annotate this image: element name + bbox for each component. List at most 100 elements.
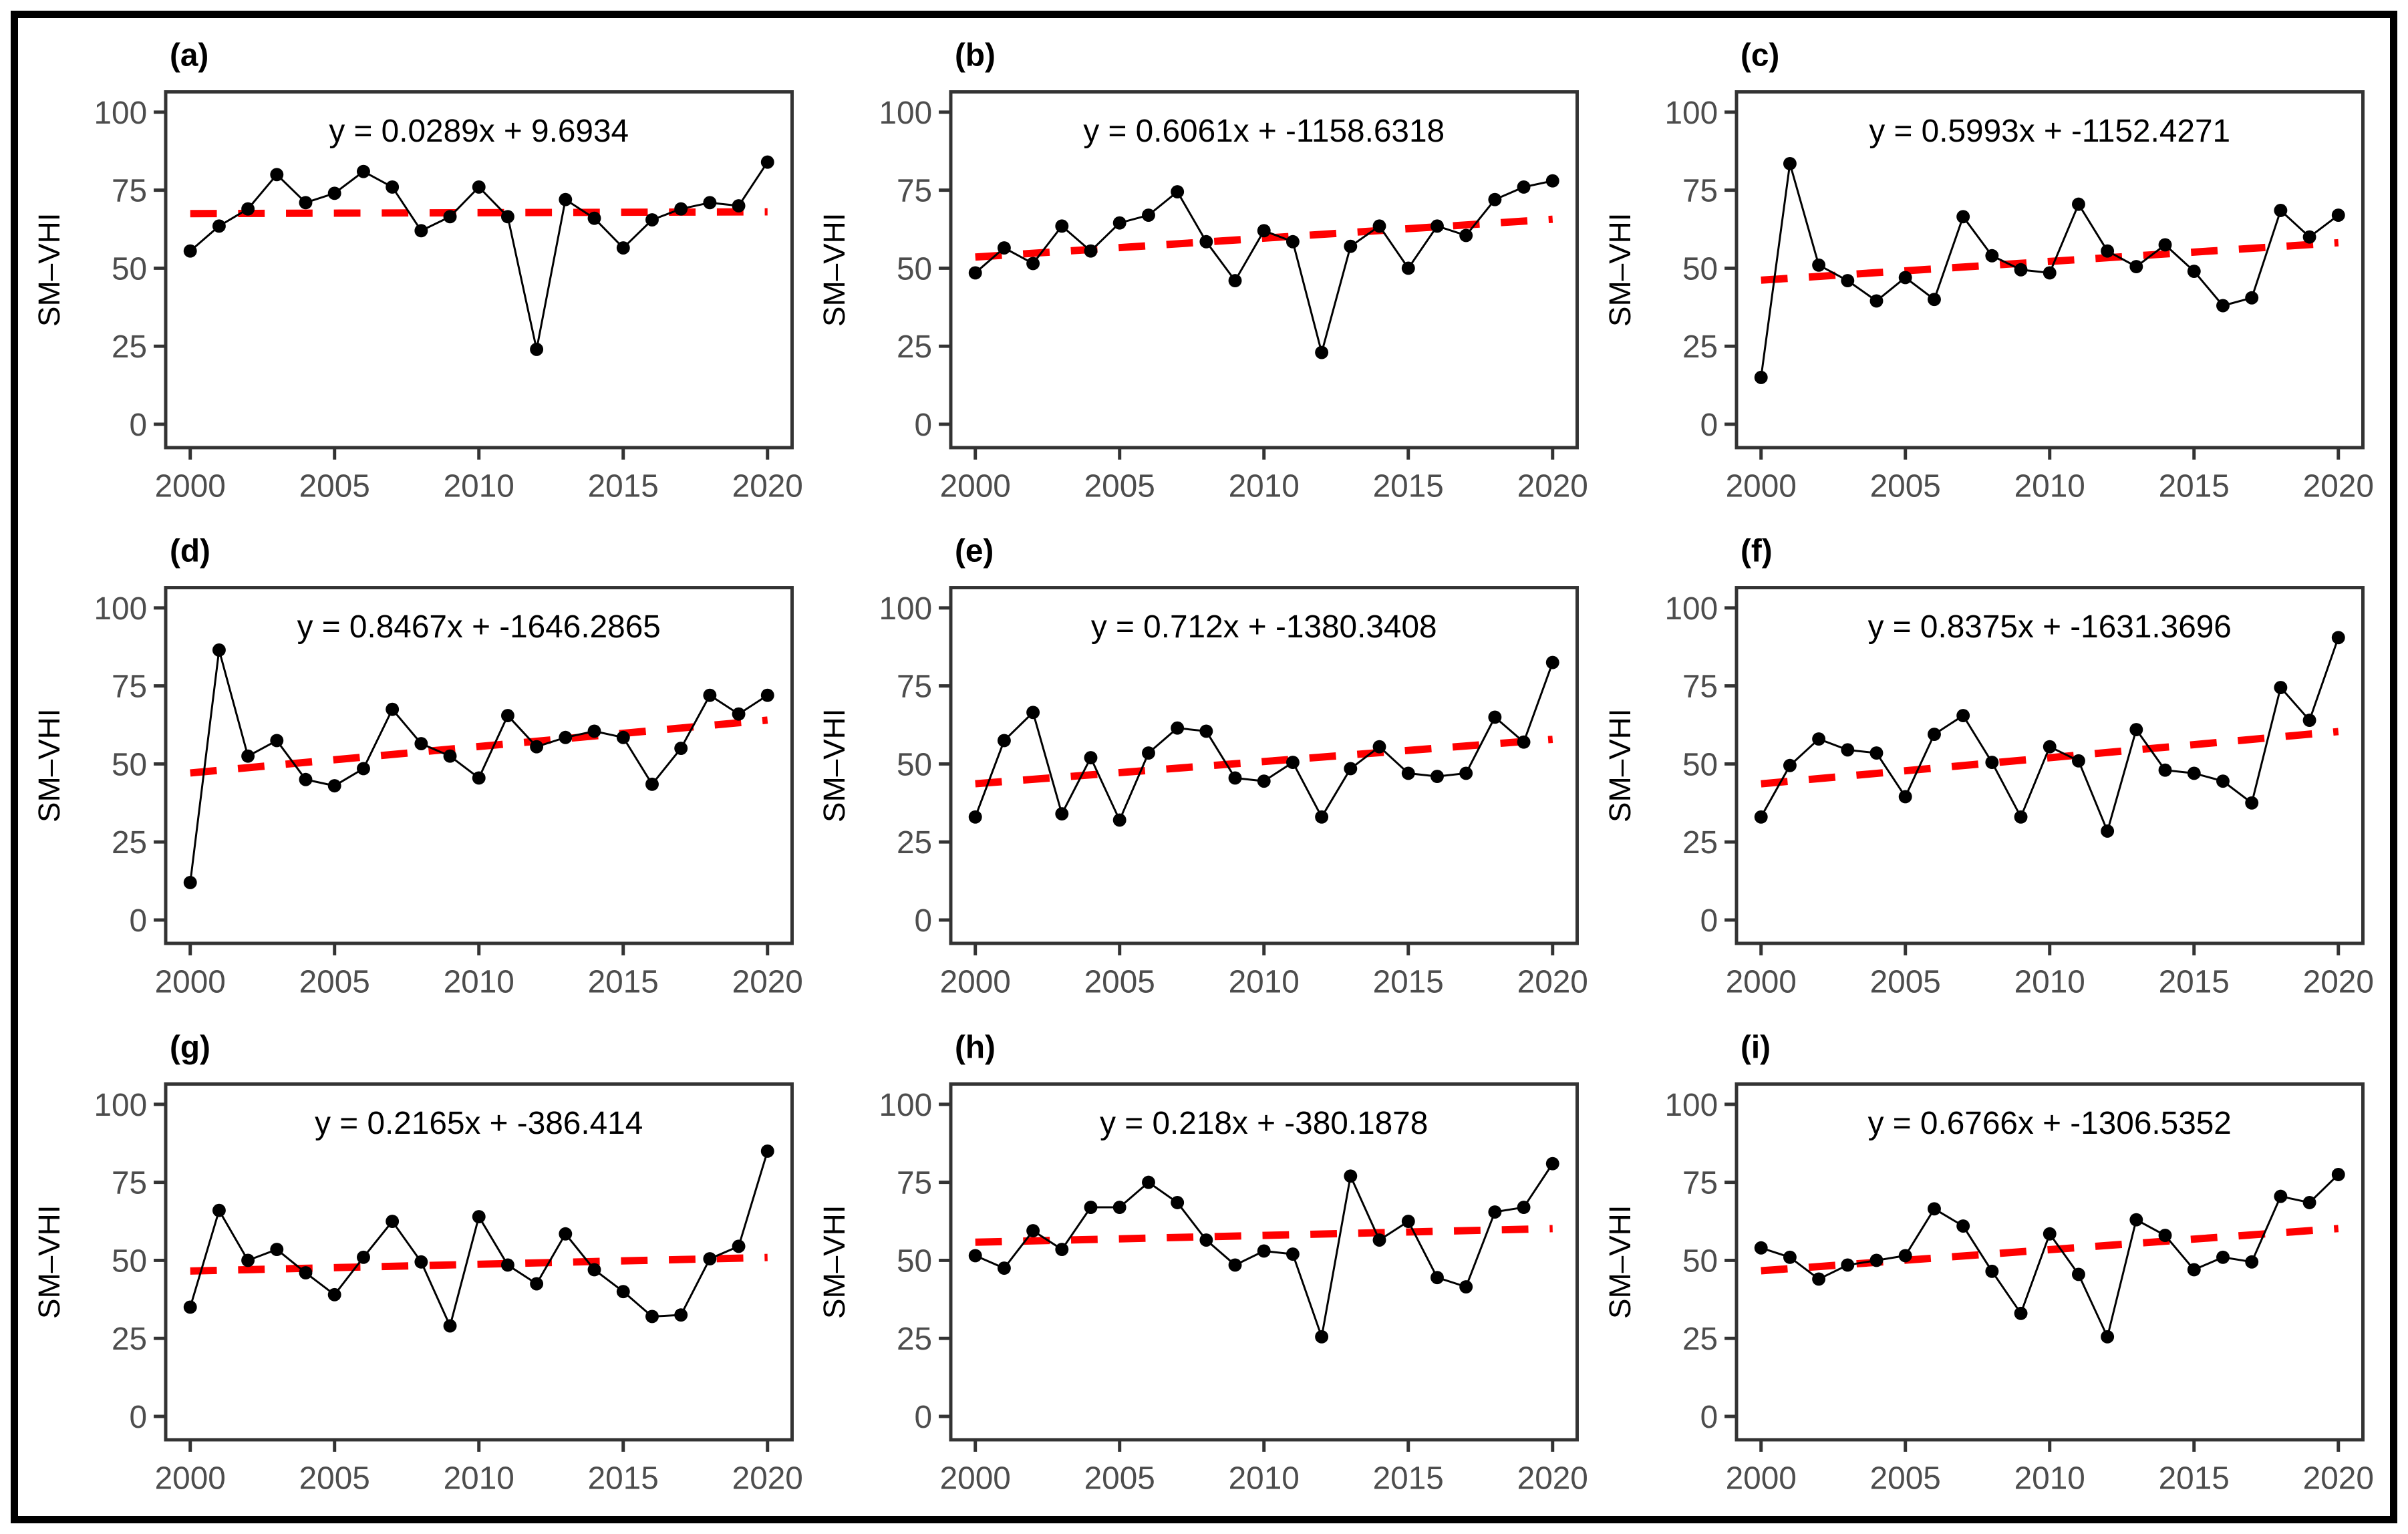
data-point	[559, 192, 573, 206]
data-point	[2158, 1228, 2172, 1242]
data-point	[357, 164, 370, 178]
panel-d-chart: 0 25 50 75 100 2000 2005 2010 2015 2020 SM–VHI (d) y…	[32, 534, 803, 1000]
data-point	[1459, 1279, 1473, 1293]
x-tick-label: 2005	[1084, 469, 1155, 504]
panel-label: (e)	[955, 534, 994, 569]
trend-line	[190, 716, 768, 777]
data-point	[212, 643, 226, 657]
data-point	[1084, 1200, 1098, 1214]
data-point	[1372, 219, 1386, 233]
y-tick-label: 25	[112, 1322, 147, 1357]
data-point	[1754, 370, 1768, 384]
y-tick-label: 25	[1682, 826, 1718, 861]
panel-label: (b)	[955, 38, 996, 73]
data-point	[1113, 216, 1126, 230]
data-point	[2331, 1167, 2345, 1181]
y-tick-label: 50	[1682, 251, 1718, 287]
data-point	[1459, 228, 1473, 243]
y-axis-label: SM–VHI	[32, 213, 66, 327]
panel-i-chart: 0 25 50 75 100 2000 2005 2010 2015 2020 SM–VHI (i) y…	[1602, 1030, 2373, 1497]
x-tick-label: 2015	[588, 469, 659, 504]
panel-h: 0 25 50 75 100 2000 2005 2010 2015 2020 SM–VHI (h) y…	[812, 1021, 1598, 1517]
data-point	[587, 211, 601, 225]
data-point	[1985, 756, 1998, 770]
data-point	[1228, 1258, 1242, 1272]
trend-line	[975, 215, 1553, 261]
data-point	[1431, 1271, 1445, 1284]
x-tick-label: 2015	[588, 965, 659, 1000]
data-point	[2274, 681, 2287, 695]
x-tick-label: 2005	[1084, 965, 1155, 1000]
data-point	[357, 762, 370, 776]
y-tick-label: 50	[112, 251, 147, 287]
data-point	[1344, 762, 1358, 776]
data-point	[760, 689, 774, 703]
x-tick-label: 2015	[588, 1461, 659, 1496]
data-point	[1841, 1258, 1854, 1272]
data-point	[1402, 1214, 1416, 1228]
panel-b-chart: 0 25 50 75 100 2000 2005 2010 2015 2020 SM–VHI (b) y…	[817, 38, 1588, 504]
x-tick-label: 2020	[2302, 1461, 2373, 1496]
trend-line	[1761, 239, 2339, 284]
data-line	[975, 180, 1553, 357]
data-point	[1372, 740, 1386, 754]
data-point	[760, 1144, 774, 1158]
data-point	[760, 155, 774, 169]
data-point	[2274, 204, 2287, 217]
data-point	[703, 1251, 717, 1265]
data-point	[1257, 1244, 1271, 1258]
data-point	[1783, 156, 1797, 170]
x-tick-label: 2015	[1373, 469, 1444, 504]
y-axis-label: SM–VHI	[1602, 213, 1636, 327]
data-point	[1171, 1195, 1185, 1209]
x-tick-label: 2000	[940, 1461, 1011, 1496]
data-point	[1985, 1264, 1998, 1278]
x-tick-label: 2010	[2014, 469, 2085, 504]
data-point	[587, 1263, 601, 1277]
x-tick-label: 2005	[299, 965, 370, 1000]
y-tick-label: 100	[94, 1088, 147, 1123]
data-point	[2187, 766, 2201, 780]
x-tick-label: 2020	[1517, 469, 1588, 504]
data-point	[2129, 260, 2143, 274]
y-axis-label: SM–VHI	[32, 1205, 66, 1318]
data-point	[443, 1319, 457, 1333]
x-tick-label: 2005	[299, 1461, 370, 1496]
y-tick-label: 75	[1682, 669, 1718, 705]
data-point	[616, 1285, 630, 1298]
panel-label: (f)	[1741, 534, 1773, 569]
x-tick-label: 2000	[1725, 965, 1796, 1000]
data-point	[386, 1214, 400, 1228]
data-point	[530, 740, 544, 754]
data-point	[472, 771, 486, 785]
y-tick-label: 25	[112, 826, 147, 861]
data-point	[2244, 796, 2258, 810]
x-tick-label: 2015	[2158, 1461, 2229, 1496]
panel-f-chart: 0 25 50 75 100 2000 2005 2010 2015 2020 SM–VHI (f) y…	[1602, 534, 2373, 1000]
y-axis-label: SM–VHI	[817, 709, 851, 822]
data-point	[1431, 219, 1445, 233]
data-line	[189, 1150, 769, 1329]
x-tick-label: 2000	[940, 469, 1011, 504]
data-point	[1488, 1205, 1502, 1219]
data-point	[327, 186, 341, 200]
data-point	[1488, 192, 1502, 206]
panel-e-chart: 0 25 50 75 100 2000 2005 2010 2015 2020 SM–VHI (e) y…	[817, 534, 1588, 1000]
data-point	[1898, 271, 1912, 285]
data-line	[974, 662, 1554, 823]
y-tick-label: 75	[112, 1165, 147, 1201]
data-point	[2274, 1189, 2287, 1203]
data-point	[270, 1242, 284, 1256]
y-tick-label: 0	[915, 1400, 933, 1435]
data-point	[1985, 249, 1998, 263]
data-point	[1055, 807, 1069, 821]
y-tick-label: 100	[1664, 96, 1718, 131]
data-point	[2043, 266, 2057, 280]
y-tick-label: 25	[897, 1322, 932, 1357]
y-tick-label: 50	[1682, 1243, 1718, 1279]
data-point	[1171, 722, 1185, 736]
panel-a: 0 25 50 75 100 2000 2005 2010 2015 2020 SM–VHI (a) y…	[27, 29, 812, 524]
figure-border: 0 25 50 75 100 2000 2005 2010 2015 2020 SM–VHI (a) y…	[11, 11, 2397, 1523]
panel-e: 0 25 50 75 100 2000 2005 2010 2015 2020 SM–VHI (e) y…	[812, 524, 1598, 1020]
y-tick-label: 50	[1682, 748, 1718, 783]
